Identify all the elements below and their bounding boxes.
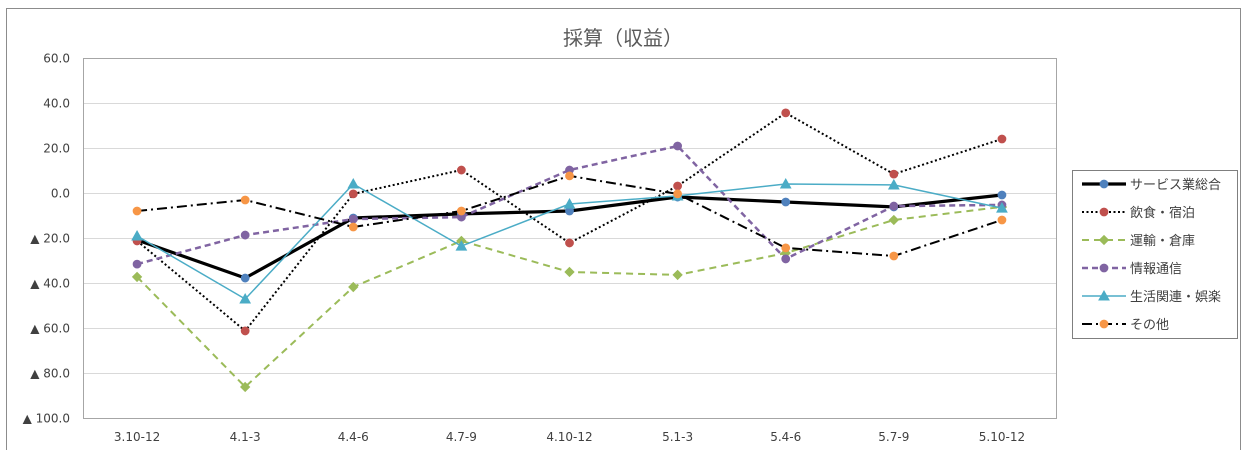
data-point — [889, 201, 899, 211]
y-tick-label: 20.0 — [43, 142, 70, 156]
x-tick-label: 3.10-12 — [114, 430, 160, 444]
data-point — [240, 326, 250, 336]
data-point — [565, 238, 574, 248]
data-point — [673, 189, 683, 199]
data-point — [673, 141, 683, 151]
series-1 — [132, 108, 1007, 336]
y-tick-label: ▲ 60.0 — [30, 322, 70, 336]
data-point — [131, 271, 143, 283]
data-point — [456, 206, 466, 216]
legend-label: その他 — [1130, 318, 1169, 333]
x-tick-label: 5.4-6 — [770, 430, 801, 444]
legend-marker — [1099, 207, 1109, 217]
data-point — [240, 381, 251, 393]
legend-marker — [1099, 179, 1109, 189]
x-tick-label: 5.7-9 — [878, 430, 909, 444]
series-5 — [132, 171, 1007, 261]
data-point — [672, 269, 683, 281]
legend-item: その他 — [1082, 318, 1169, 333]
data-point — [456, 165, 466, 175]
x-tick-label: 4.10-12 — [546, 430, 592, 444]
data-point — [348, 281, 359, 293]
chart-title: 採算（収益） — [563, 26, 683, 50]
data-point — [997, 190, 1007, 200]
x-tick-label: 4.1-3 — [230, 430, 261, 444]
series-line — [136, 144, 1002, 266]
y-tick-label: 40.0 — [43, 97, 70, 111]
data-point — [348, 222, 358, 232]
data-point — [132, 206, 142, 216]
data-point — [348, 214, 358, 224]
data-point — [888, 214, 899, 226]
data-point — [781, 254, 791, 264]
data-point — [997, 134, 1007, 144]
data-point — [781, 243, 791, 253]
legend-marker — [1098, 289, 1110, 301]
data-point — [563, 198, 576, 209]
legend-label: 運輸・倉庫 — [1130, 234, 1195, 249]
legend-marker — [1098, 234, 1110, 246]
legend-label: 生活関連・娯楽 — [1130, 289, 1221, 305]
plot-area — [83, 58, 1057, 419]
data-point — [564, 266, 575, 278]
series-line — [136, 111, 1003, 332]
data-point — [889, 251, 899, 261]
x-tick-label: 4.4-6 — [338, 430, 369, 444]
series-2 — [131, 201, 1008, 393]
data-point — [240, 195, 250, 205]
legend-item: サービス業総合 — [1082, 177, 1221, 193]
data-point — [239, 292, 252, 304]
legend-marker — [1099, 263, 1109, 273]
data-point — [779, 177, 792, 189]
y-tick-label: ▲ 80.0 — [30, 367, 70, 381]
data-point — [455, 240, 468, 251]
series-group — [131, 108, 1008, 393]
data-point — [673, 181, 683, 191]
data-point — [565, 171, 574, 181]
y-tick-label: ▲ 100.0 — [23, 412, 70, 426]
legend-item: 運輸・倉庫 — [1082, 234, 1195, 249]
legend-item: 飲食・宿泊 — [1082, 205, 1195, 221]
x-tick-label: 5.10-12 — [979, 430, 1025, 444]
data-point — [996, 202, 1008, 213]
x-tick-label: 4.7-9 — [446, 430, 477, 444]
y-axis-labels: 60.0 40.0 20.0 0.0 ▲ 20.0 ▲ 40.0 ▲ 60.0 ▲ 80.0 ▲… — [23, 52, 70, 426]
y-tick-label: 60.0 — [43, 52, 70, 66]
x-axis-labels: 3.10-12 4.1-3 4.4-6 4.7-9 4.10-12 5.1-3 5.4-6 5… — [114, 430, 1025, 444]
data-point — [131, 229, 143, 241]
legend-box — [1072, 170, 1238, 339]
legend-label: 情報通信 — [1130, 262, 1182, 277]
y-tick-label: ▲ 40.0 — [30, 277, 70, 291]
chart-frame — [6, 8, 1241, 450]
data-point — [997, 215, 1007, 225]
data-point — [889, 169, 899, 179]
data-point — [132, 259, 142, 269]
y-tick-label: ▲ 20.0 — [30, 232, 70, 246]
legend-label: サービス業総合 — [1130, 177, 1221, 193]
legend-item: 情報通信 — [1082, 262, 1182, 277]
data-point — [781, 197, 791, 207]
legend-marker — [1099, 319, 1109, 329]
x-tick-label: 5.1-3 — [662, 430, 693, 444]
data-point — [347, 177, 360, 189]
data-point — [887, 178, 900, 190]
data-point — [781, 108, 791, 118]
data-point — [240, 273, 250, 283]
legend-label: 飲食・宿泊 — [1130, 205, 1195, 221]
y-tick-label: 0.0 — [51, 187, 70, 201]
legend-item: 生活関連・娯楽 — [1082, 289, 1221, 305]
data-point — [348, 189, 358, 199]
data-point — [240, 230, 250, 240]
